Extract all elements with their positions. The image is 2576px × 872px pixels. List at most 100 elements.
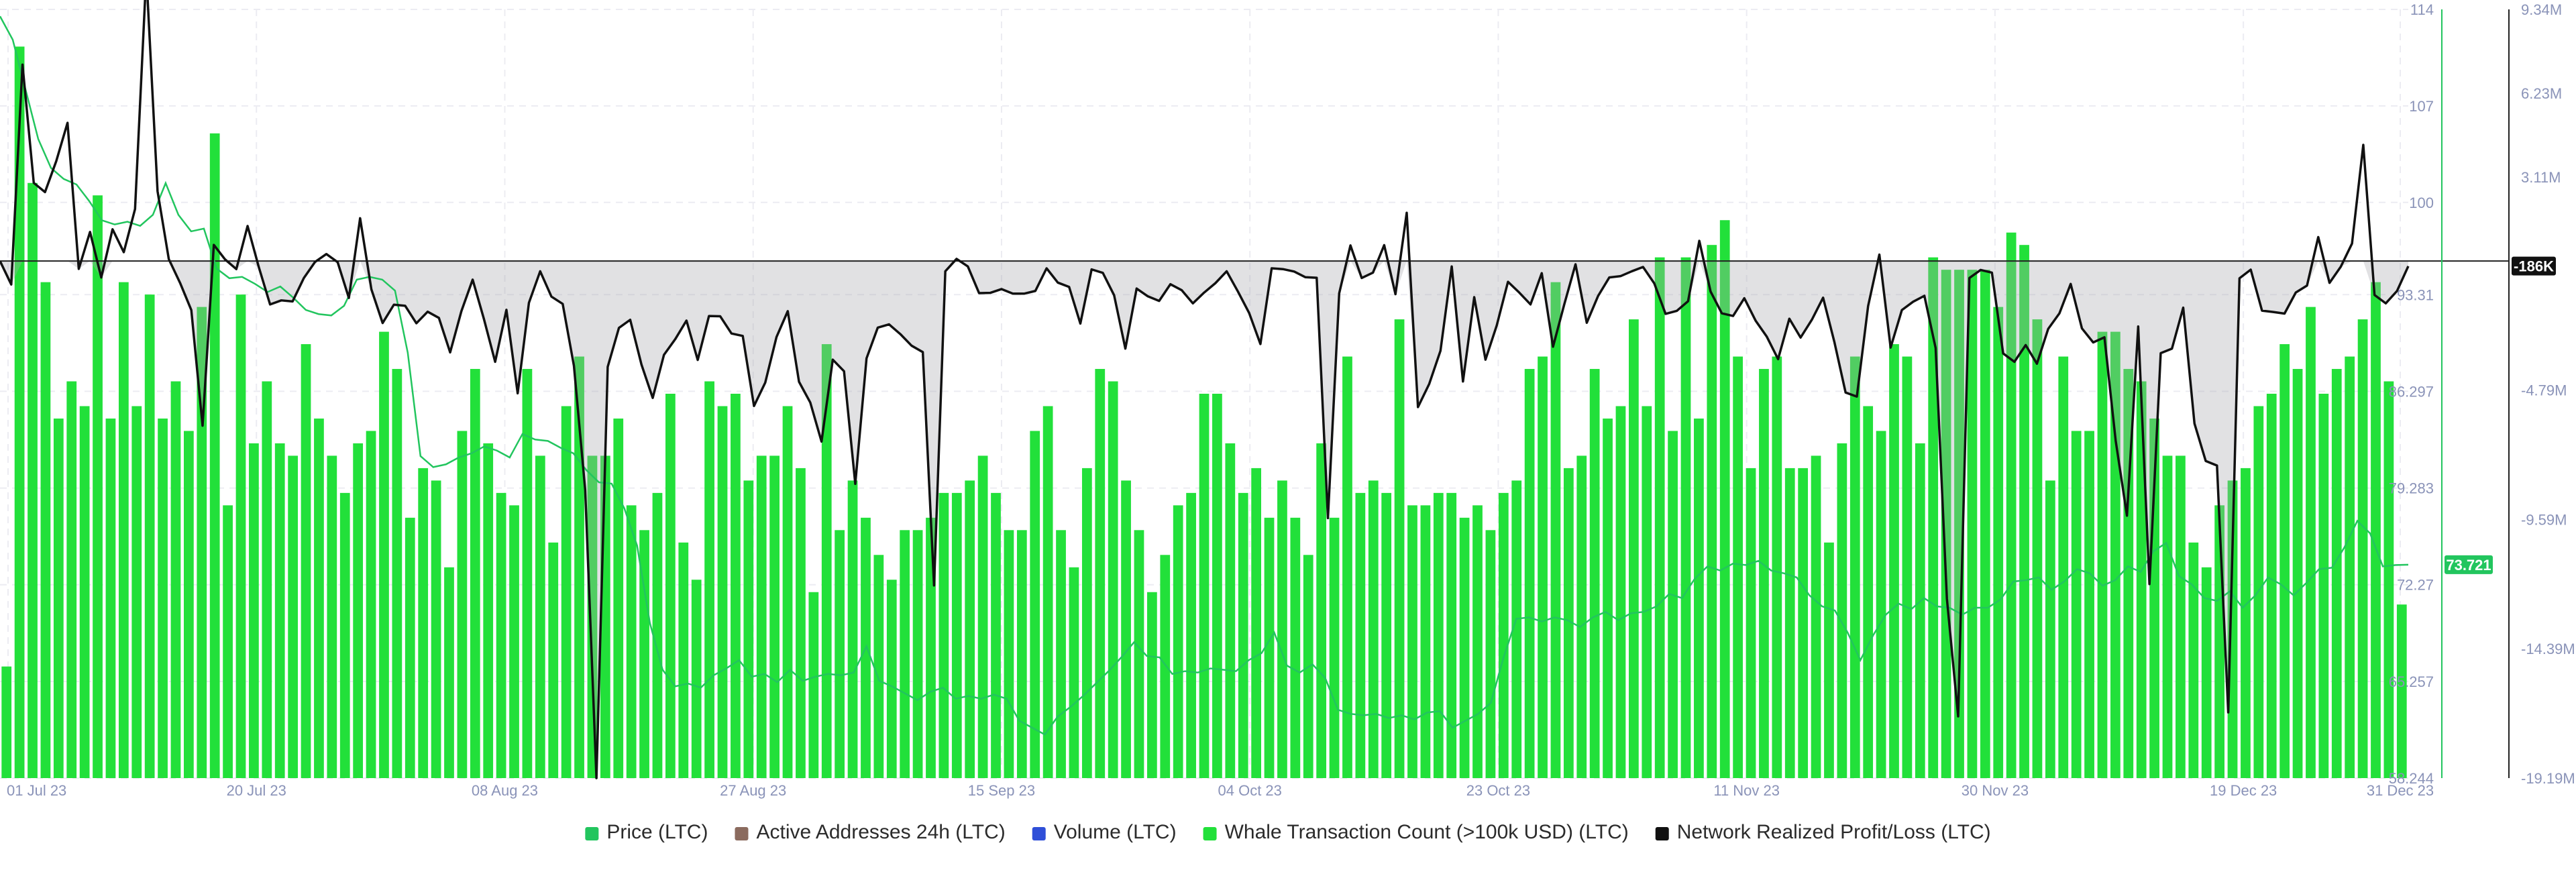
whale-bar <box>821 344 832 778</box>
whale-bar <box>965 480 975 778</box>
whale-bar <box>1381 492 1392 778</box>
whale-bar <box>1772 356 1782 778</box>
whale-bar <box>1680 257 1691 778</box>
whale-bar <box>1954 270 1964 778</box>
whale-bar <box>717 406 728 778</box>
x-tick-label: 20 Jul 23 <box>227 782 286 799</box>
whale-bar <box>379 331 389 779</box>
legend-label: Network Realized Profit/Loss (LTC) <box>1677 821 1991 843</box>
price-line <box>0 15 2409 736</box>
whale-bar <box>1121 480 1131 778</box>
whale-bar <box>1 666 12 778</box>
whale-bar <box>1212 394 1222 778</box>
whale-bar <box>769 455 780 778</box>
whale-bar <box>1147 592 1157 778</box>
pnl-loss-shading <box>0 260 2509 778</box>
whale-bar <box>79 406 90 778</box>
whale-bar <box>301 344 311 778</box>
whale-bar <box>522 369 533 778</box>
whale-bar <box>431 480 441 778</box>
whale-bar <box>1849 356 1860 778</box>
whale-bar <box>1967 270 1978 778</box>
whale-bar <box>496 492 506 778</box>
pnl-tick-label: -14.39M <box>2521 641 2575 657</box>
whale-bar <box>131 406 142 778</box>
whale-bar <box>170 381 181 778</box>
whale-bar <box>2006 232 2017 779</box>
whale-bar <box>991 492 1001 778</box>
whale-bar <box>1629 319 1639 779</box>
whale-bar <box>1837 443 1847 778</box>
whale-bar <box>14 46 25 779</box>
whale-bar <box>1277 480 1287 778</box>
whale-bar <box>912 530 923 778</box>
whale-bar <box>2345 356 2355 778</box>
whale-bar <box>483 443 494 778</box>
whale-bar <box>262 381 272 778</box>
whale-bar <box>2084 431 2094 778</box>
legend-label: Active Addresses 24h (LTC) <box>756 821 1005 843</box>
whale-bar <box>1603 418 1613 778</box>
x-tick-label: 04 Oct 23 <box>1218 782 1282 799</box>
whale-bar <box>1668 431 1678 778</box>
whale-bar <box>731 394 741 778</box>
whale-bar <box>1538 356 1548 778</box>
lines <box>0 0 2410 779</box>
whale-bar <box>1069 567 1079 778</box>
x-tick-label: 31 Dec 23 <box>2367 782 2434 799</box>
whale-bar <box>1459 517 1470 778</box>
whale-bar <box>2292 369 2303 778</box>
whale-bar <box>1108 381 1118 778</box>
whale-bar <box>1368 480 1379 778</box>
x-tick-label: 08 Aug 23 <box>472 782 538 799</box>
whale-bar <box>796 468 806 778</box>
whale-bar <box>2045 480 2055 778</box>
whale-bar <box>1485 530 1496 778</box>
whale-bar <box>2188 542 2199 778</box>
whale-bar <box>1928 257 1939 778</box>
whale-bar <box>1589 369 1600 778</box>
whale-bar <box>1251 468 1261 778</box>
price-tick-label: 114 <box>2410 1 2434 18</box>
whale-bar <box>235 294 246 778</box>
whale-bar <box>938 492 949 778</box>
whale-bar <box>93 195 103 778</box>
whale-bar <box>1042 406 1053 778</box>
whale-bar <box>1329 517 1340 778</box>
whale-bar <box>105 418 116 778</box>
whale-bar <box>1654 257 1665 778</box>
whale-bar <box>1081 468 1092 778</box>
whale-bar <box>1173 505 1183 778</box>
whale-bar <box>639 530 649 778</box>
legend-swatch <box>585 827 599 840</box>
axes: 114 107 100 93.31 86.297 79.283 72.27 65.257 58.… <box>7 1 2575 799</box>
legend-label: Price (LTC) <box>606 821 708 843</box>
whale-bar <box>1446 492 1457 778</box>
whale-bar <box>1824 542 1834 778</box>
whale-bar <box>366 431 376 778</box>
whale-bar <box>1811 455 1821 778</box>
whale-bar <box>1004 530 1014 778</box>
whale-bar <box>587 455 598 778</box>
price-tick-label: 79.283 <box>2389 480 2434 497</box>
whale-bar <box>951 492 962 778</box>
whale-bar <box>1511 480 1522 778</box>
pnl-tick-label: -4.79M <box>2521 382 2567 399</box>
whale-bar <box>2371 282 2381 778</box>
whale-bar <box>678 542 689 778</box>
whale-bar <box>900 530 910 778</box>
whale-bar <box>1420 505 1431 778</box>
whale-bar <box>1784 468 1795 778</box>
price-tick-label: 93.31 <box>2397 286 2434 303</box>
whale-bar <box>1407 505 1417 778</box>
whale-bar <box>2176 455 2186 778</box>
legend-label: Whale Transaction Count (>100k USD) (LTC… <box>1225 821 1629 843</box>
x-tick-label: 11 Nov 23 <box>1713 782 1780 799</box>
x-tick-label: 15 Sep 23 <box>968 782 1035 799</box>
whale-bar <box>652 492 663 778</box>
legend-label: Volume (LTC) <box>1054 821 1177 843</box>
whale-bar <box>2097 331 2108 779</box>
whale-bar <box>2266 394 2277 778</box>
legend-swatch <box>1032 827 1046 840</box>
whale-bar <box>405 517 415 778</box>
